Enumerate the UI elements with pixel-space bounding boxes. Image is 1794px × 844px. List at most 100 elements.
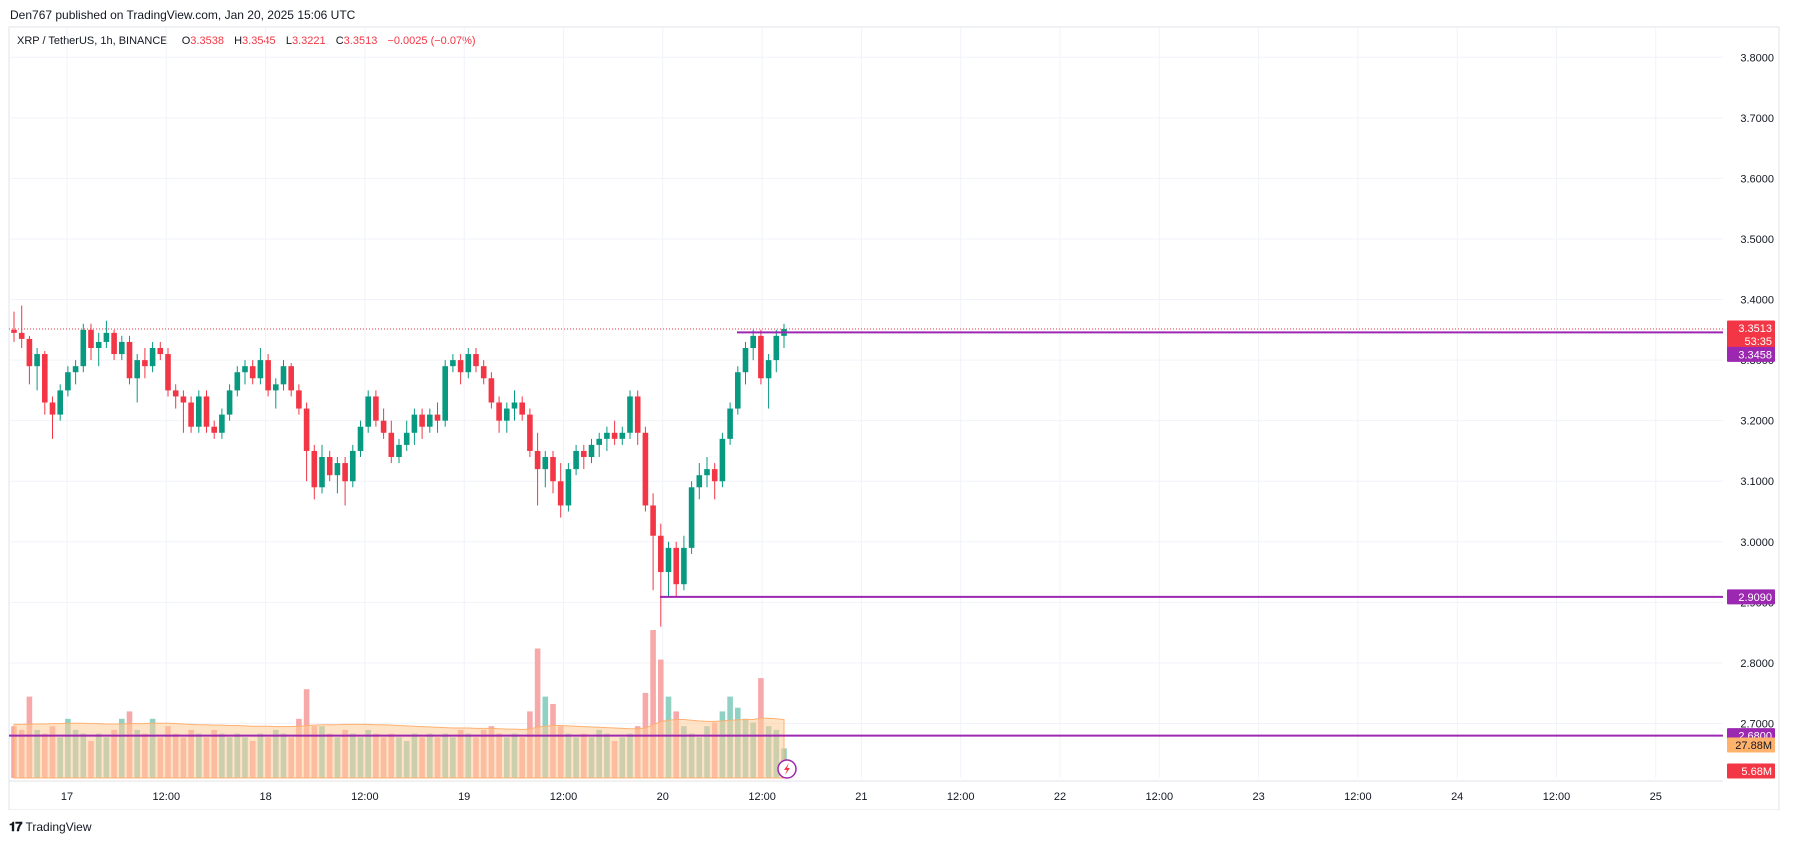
candle-body <box>688 487 695 548</box>
candle-body <box>257 360 264 379</box>
candle-body <box>196 396 202 427</box>
x-tick-label: 19 <box>458 791 470 803</box>
candle-body <box>119 341 125 355</box>
candle-body <box>203 396 210 427</box>
candle-body <box>365 396 371 427</box>
legend-low-label: L <box>285 35 292 47</box>
candle-body <box>34 354 40 367</box>
candle-body <box>711 469 718 482</box>
candle-body <box>180 396 187 403</box>
candle-body <box>704 469 710 476</box>
candle-body <box>735 372 741 409</box>
candle-body <box>634 396 641 433</box>
candle-body <box>534 450 541 470</box>
x-tick-label: 23 <box>1252 791 1264 803</box>
x-tick-label: 12:00 <box>947 791 975 803</box>
candle-body <box>65 372 71 391</box>
candle-body <box>211 426 217 433</box>
candle-body <box>527 414 533 451</box>
symbol-legend: XRP / TetherUS, 1h, BINANCE O3.3538 H3.3… <box>17 35 476 47</box>
candle-body <box>157 347 164 355</box>
price-axis[interactable]: 3.80003.70003.60003.50003.40003.30003.20… <box>1740 52 1774 730</box>
candle-body <box>265 360 271 391</box>
volume-bar <box>650 630 656 778</box>
published-header: Den767 published on TradingView.com, Jan… <box>10 8 356 22</box>
candle-body <box>596 438 602 445</box>
candle-body <box>496 402 502 421</box>
y-tick-label: 3.8000 <box>1740 52 1774 64</box>
legend-high: 3.3545 <box>242 35 276 47</box>
y-tick-label: 3.5000 <box>1740 234 1774 246</box>
y-tick-label: 2.7000 <box>1740 718 1774 730</box>
y-tick-label: 3.4000 <box>1740 295 1774 307</box>
x-tick-label: 12:00 <box>1543 791 1571 803</box>
plot-border <box>8 26 1780 810</box>
legend-symbol[interactable]: XRP / TetherUS, 1h, BINANCE <box>17 35 168 47</box>
x-tick-label: 24 <box>1451 791 1463 803</box>
candle-body <box>504 408 510 421</box>
x-tick-label: 22 <box>1054 791 1066 803</box>
legend-close: 3.3513 <box>343 35 378 47</box>
candle-body <box>611 432 618 439</box>
candle-body <box>11 329 17 333</box>
price-chart[interactable]: 3.80003.70003.60003.50003.40003.30003.20… <box>0 0 1794 810</box>
candle-body <box>288 366 294 391</box>
candle-body <box>219 414 225 433</box>
candle-body <box>550 457 556 482</box>
countdown-label: 53:35 <box>1744 336 1772 348</box>
level-label: 2.9090 <box>1738 592 1772 604</box>
candle-body <box>42 354 48 403</box>
candle-body <box>149 347 156 367</box>
candle-body <box>411 414 418 433</box>
volume-ma-label: 27.88M <box>1735 740 1772 752</box>
candle-body <box>442 366 448 421</box>
x-tick-label: 12:00 <box>550 791 578 803</box>
x-tick-label: 21 <box>855 791 867 803</box>
legend-open-label: O <box>181 35 191 47</box>
volume-current-label: 5.68M <box>1741 766 1772 778</box>
legend-close-label: C <box>335 35 344 47</box>
footer: 𝟏𝟕 TradingView <box>9 819 92 835</box>
x-tick-label: 12:00 <box>153 791 181 803</box>
y-tick-label: 2.8000 <box>1740 658 1774 670</box>
candle-body <box>665 547 672 573</box>
candle-body <box>342 463 348 482</box>
candle-body <box>95 341 102 348</box>
candles <box>11 305 787 627</box>
volume-current-label-bg <box>1727 763 1775 779</box>
candle-body <box>627 396 633 433</box>
candle-body <box>396 444 402 458</box>
candle-body <box>142 360 148 367</box>
tradingview-logo-icon: 𝟏𝟕 <box>9 819 23 834</box>
candle-body <box>573 450 579 470</box>
candle-body <box>111 332 117 355</box>
candle-body <box>758 335 764 379</box>
candle-body <box>581 450 587 458</box>
candle-body <box>473 354 479 367</box>
candle-body <box>249 366 256 379</box>
candle-body <box>565 469 572 506</box>
footer-brand: TradingView <box>25 820 92 834</box>
last-price-label-bg <box>1727 320 1775 349</box>
x-tick-label: 17 <box>61 791 73 803</box>
candle-body <box>357 426 364 451</box>
candle-body <box>326 457 333 476</box>
y-tick-label: 3.2000 <box>1740 416 1774 428</box>
candle-body <box>72 366 79 373</box>
candle-body <box>234 372 241 391</box>
y-tick-label: 3.6000 <box>1740 173 1774 185</box>
candle-body <box>303 408 310 451</box>
x-tick-label: 12:00 <box>1146 791 1174 803</box>
candle-body <box>480 366 487 379</box>
candle-body <box>557 481 564 506</box>
time-axis[interactable]: 17 12:00 18 12:00 19 12:00 20 12:00 21 12:00 22 12:… <box>9 780 1723 803</box>
y-tick-label: 3.1000 <box>1740 476 1774 488</box>
candle-body <box>604 432 610 439</box>
candle-body <box>280 366 287 385</box>
x-tick-label: 18 <box>259 791 271 803</box>
candle-body <box>719 438 726 482</box>
candle-body <box>650 505 656 536</box>
candle-body <box>465 354 472 373</box>
lightning-icon[interactable] <box>777 759 797 779</box>
